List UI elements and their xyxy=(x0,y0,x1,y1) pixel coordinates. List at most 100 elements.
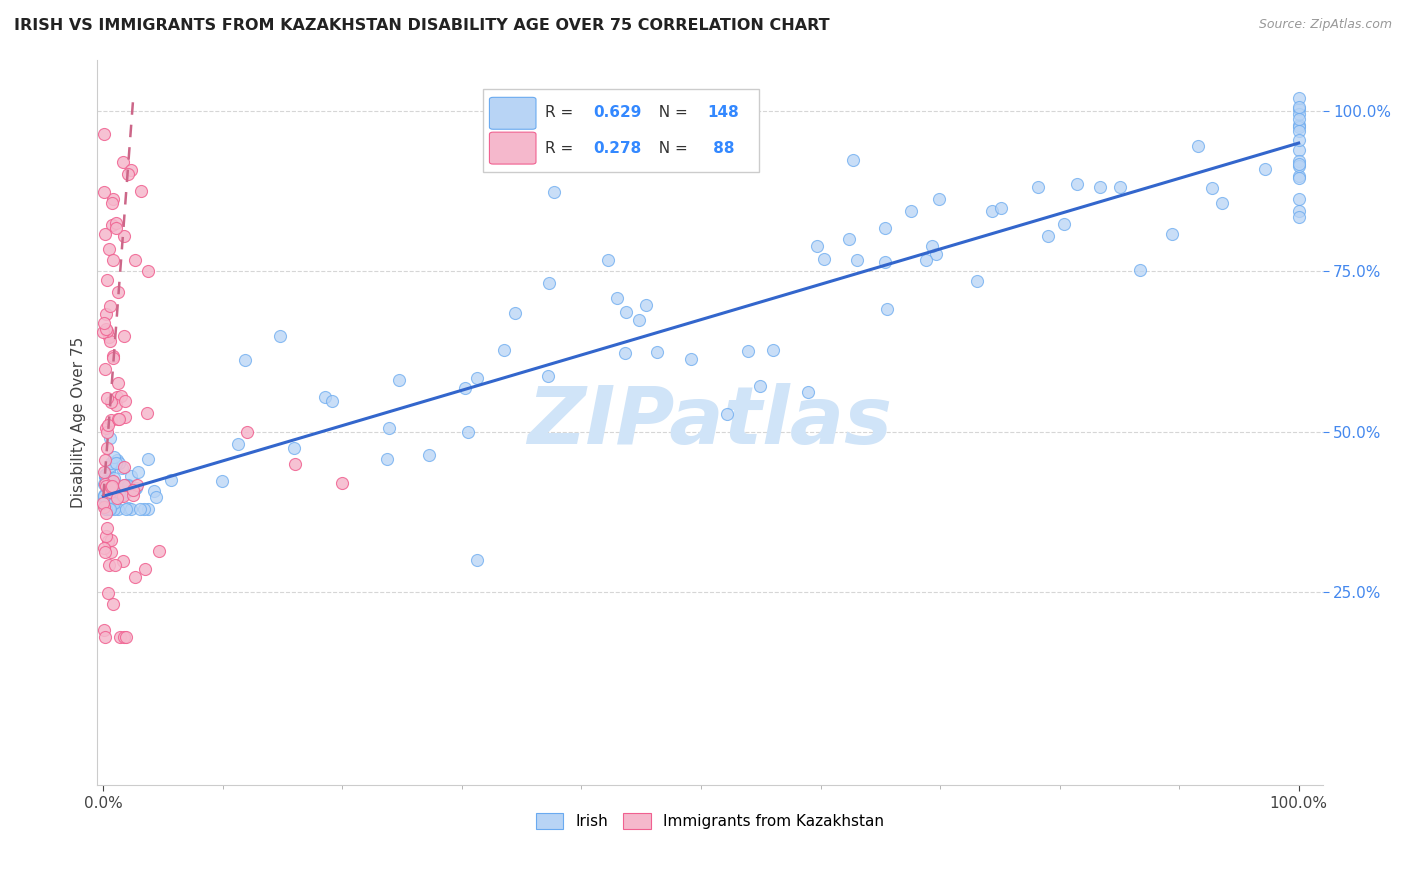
Point xyxy=(1066,177,1088,191)
Point xyxy=(1088,179,1111,194)
Point xyxy=(1026,180,1049,194)
Point xyxy=(1288,100,1310,114)
Point xyxy=(598,252,620,267)
Point xyxy=(117,479,139,493)
Point xyxy=(233,352,256,367)
Point xyxy=(1288,120,1310,135)
Point xyxy=(101,219,124,233)
Point xyxy=(538,276,561,290)
Point xyxy=(120,469,142,483)
Point xyxy=(94,474,117,488)
Point xyxy=(136,451,159,466)
Point xyxy=(111,489,134,503)
Point xyxy=(138,502,160,516)
Point xyxy=(104,398,127,412)
Text: ZIPatlas: ZIPatlas xyxy=(527,384,893,461)
Point xyxy=(614,305,637,319)
Point xyxy=(93,491,115,506)
Point xyxy=(103,483,125,497)
Legend: Irish, Immigrants from Kazakhstan: Irish, Immigrants from Kazakhstan xyxy=(530,807,890,836)
Point xyxy=(98,299,121,313)
Point xyxy=(716,407,738,421)
Point xyxy=(117,478,139,492)
Point xyxy=(93,316,115,330)
Point xyxy=(503,306,526,320)
Point xyxy=(93,465,115,479)
Point xyxy=(645,344,668,359)
Point xyxy=(101,195,124,210)
Point xyxy=(108,456,131,470)
Point xyxy=(762,343,785,357)
Point xyxy=(100,431,122,445)
Point xyxy=(543,185,565,199)
Point xyxy=(925,247,948,261)
Point xyxy=(94,502,117,516)
Point xyxy=(93,488,115,502)
Point xyxy=(112,229,135,244)
Point xyxy=(101,597,124,611)
Point xyxy=(112,478,135,492)
Point xyxy=(121,488,143,502)
Point xyxy=(98,494,121,508)
Point xyxy=(1288,157,1310,171)
Point xyxy=(93,325,115,339)
Point xyxy=(101,253,124,268)
Point xyxy=(1036,229,1059,244)
Point xyxy=(93,468,115,483)
Point xyxy=(112,631,135,645)
Point xyxy=(875,221,897,235)
Point xyxy=(93,489,115,503)
Point xyxy=(96,529,118,543)
Point xyxy=(114,479,136,493)
Point xyxy=(283,441,305,455)
Y-axis label: Disability Age Over 75: Disability Age Over 75 xyxy=(72,336,86,508)
Point xyxy=(842,153,865,168)
Point xyxy=(108,485,131,500)
Point xyxy=(134,562,156,576)
Text: 88: 88 xyxy=(707,141,734,155)
Point xyxy=(98,458,121,473)
Point xyxy=(112,460,135,475)
Point xyxy=(104,216,127,230)
Point xyxy=(98,472,121,486)
Point xyxy=(112,553,135,567)
Point xyxy=(96,425,118,439)
Point xyxy=(100,477,122,491)
Point xyxy=(107,502,129,516)
Point xyxy=(129,185,152,199)
Text: R =: R = xyxy=(544,141,578,155)
Point xyxy=(492,343,515,357)
Text: 148: 148 xyxy=(707,105,740,120)
Point xyxy=(103,450,125,464)
Point xyxy=(966,275,988,289)
Point xyxy=(100,533,122,548)
Point xyxy=(94,322,117,336)
Point xyxy=(606,292,628,306)
Point xyxy=(93,624,115,638)
Point xyxy=(93,500,115,514)
Point xyxy=(1288,153,1310,168)
Point xyxy=(97,490,120,504)
Text: N =: N = xyxy=(648,141,692,155)
Point xyxy=(284,457,307,471)
Point xyxy=(846,253,869,268)
Point xyxy=(98,484,121,499)
Point xyxy=(93,476,115,491)
Point xyxy=(103,500,125,515)
Point xyxy=(107,376,129,390)
FancyBboxPatch shape xyxy=(489,132,536,164)
Text: Source: ZipAtlas.com: Source: ZipAtlas.com xyxy=(1258,18,1392,31)
Point xyxy=(114,410,136,425)
Point xyxy=(115,483,138,498)
FancyBboxPatch shape xyxy=(484,88,759,172)
Point xyxy=(98,558,121,573)
Point xyxy=(813,252,835,266)
Point xyxy=(98,334,121,349)
FancyBboxPatch shape xyxy=(489,97,536,129)
Point xyxy=(796,385,818,400)
Point xyxy=(104,221,127,235)
Point xyxy=(96,441,118,455)
Text: 0.278: 0.278 xyxy=(593,141,641,155)
Point xyxy=(112,154,135,169)
Point xyxy=(94,502,117,516)
